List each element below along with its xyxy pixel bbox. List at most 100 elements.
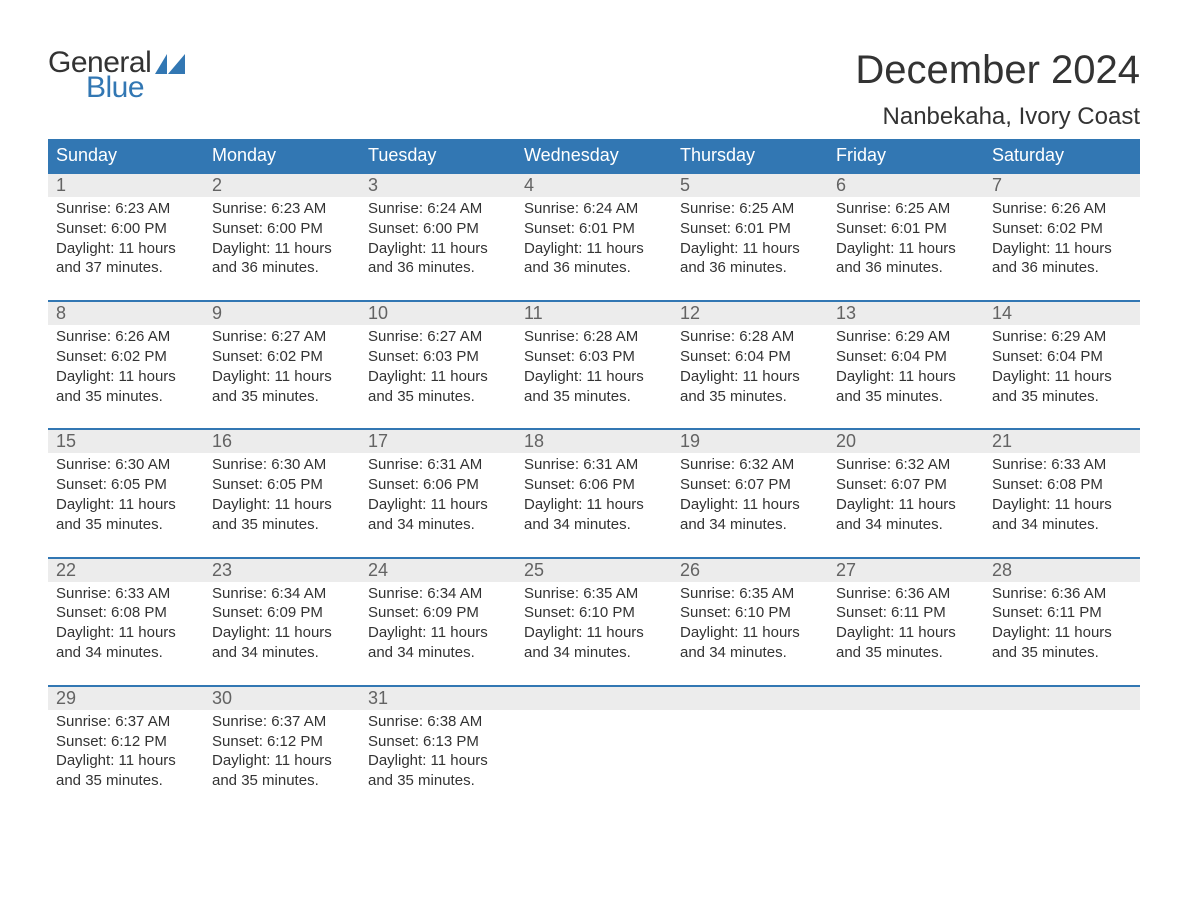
sunrise-text: Sunrise: 6:29 AM (992, 327, 1132, 347)
sunrise-text: Sunrise: 6:38 AM (368, 712, 508, 732)
sunrise-text: Sunrise: 6:35 AM (680, 584, 820, 604)
sunset-text: Sunset: 6:01 PM (836, 219, 976, 239)
daylight-line2: and 35 minutes. (368, 771, 508, 791)
daylight-line1: Daylight: 11 hours (212, 751, 352, 771)
day-cell: Sunrise: 6:27 AMSunset: 6:02 PMDaylight:… (204, 325, 360, 406)
daylight-line1: Daylight: 11 hours (680, 495, 820, 515)
sunrise-text: Sunrise: 6:25 AM (680, 199, 820, 219)
daylight-line2: and 36 minutes. (368, 258, 508, 278)
sunrise-text: Sunrise: 6:28 AM (524, 327, 664, 347)
sunset-text: Sunset: 6:13 PM (368, 732, 508, 752)
daylight-line2: and 34 minutes. (524, 643, 664, 663)
day-cell: Sunrise: 6:28 AMSunset: 6:03 PMDaylight:… (516, 325, 672, 406)
daylight-line1: Daylight: 11 hours (56, 239, 196, 259)
day-cell: Sunrise: 6:26 AMSunset: 6:02 PMDaylight:… (48, 325, 204, 406)
sunrise-text: Sunrise: 6:29 AM (836, 327, 976, 347)
day-number: 10 (360, 302, 516, 325)
day-number: 7 (984, 174, 1140, 197)
sunrise-text: Sunrise: 6:25 AM (836, 199, 976, 219)
sunset-text: Sunset: 6:02 PM (212, 347, 352, 367)
day-cell (828, 710, 984, 791)
daylight-line2: and 37 minutes. (56, 258, 196, 278)
day-number (828, 687, 984, 710)
day-cell: Sunrise: 6:31 AMSunset: 6:06 PMDaylight:… (360, 453, 516, 534)
dow-friday: Friday (828, 139, 984, 172)
day-cell (984, 710, 1140, 791)
daylight-line2: and 36 minutes. (836, 258, 976, 278)
daylight-line2: and 34 minutes. (212, 643, 352, 663)
day-number: 14 (984, 302, 1140, 325)
day-cell: Sunrise: 6:24 AMSunset: 6:01 PMDaylight:… (516, 197, 672, 278)
sunset-text: Sunset: 6:04 PM (680, 347, 820, 367)
day-number: 1 (48, 174, 204, 197)
day-cell: Sunrise: 6:34 AMSunset: 6:09 PMDaylight:… (204, 582, 360, 663)
day-number: 28 (984, 559, 1140, 582)
sunrise-text: Sunrise: 6:30 AM (56, 455, 196, 475)
daylight-line2: and 35 minutes. (56, 515, 196, 535)
logo: General Blue (48, 48, 185, 103)
day-cell: Sunrise: 6:36 AMSunset: 6:11 PMDaylight:… (984, 582, 1140, 663)
daylight-line2: and 36 minutes. (524, 258, 664, 278)
daylight-line2: and 35 minutes. (680, 387, 820, 407)
daynum-strip: 891011121314 (48, 302, 1140, 325)
logo-word-blue: Blue (86, 73, 151, 103)
day-number: 2 (204, 174, 360, 197)
day-cell: Sunrise: 6:23 AMSunset: 6:00 PMDaylight:… (48, 197, 204, 278)
sunset-text: Sunset: 6:05 PM (56, 475, 196, 495)
daylight-line2: and 35 minutes. (992, 387, 1132, 407)
daylight-line1: Daylight: 11 hours (524, 367, 664, 387)
calendar: Sunday Monday Tuesday Wednesday Thursday… (48, 139, 1140, 813)
dow-saturday: Saturday (984, 139, 1140, 172)
sunrise-text: Sunrise: 6:34 AM (212, 584, 352, 604)
day-cell: Sunrise: 6:29 AMSunset: 6:04 PMDaylight:… (984, 325, 1140, 406)
sunrise-text: Sunrise: 6:34 AM (368, 584, 508, 604)
day-number: 25 (516, 559, 672, 582)
daylight-line1: Daylight: 11 hours (992, 495, 1132, 515)
sunset-text: Sunset: 6:12 PM (56, 732, 196, 752)
sunset-text: Sunset: 6:07 PM (836, 475, 976, 495)
day-number: 9 (204, 302, 360, 325)
sunset-text: Sunset: 6:01 PM (680, 219, 820, 239)
day-number: 22 (48, 559, 204, 582)
sunset-text: Sunset: 6:09 PM (368, 603, 508, 623)
day-number: 11 (516, 302, 672, 325)
sunset-text: Sunset: 6:02 PM (56, 347, 196, 367)
day-number (672, 687, 828, 710)
day-cell: Sunrise: 6:38 AMSunset: 6:13 PMDaylight:… (360, 710, 516, 791)
day-cell: Sunrise: 6:33 AMSunset: 6:08 PMDaylight:… (984, 453, 1140, 534)
daylight-line1: Daylight: 11 hours (368, 623, 508, 643)
daylight-line1: Daylight: 11 hours (680, 623, 820, 643)
daylight-line2: and 36 minutes. (680, 258, 820, 278)
month-title: December 2024 (855, 48, 1140, 93)
day-cell (672, 710, 828, 791)
daylight-line1: Daylight: 11 hours (212, 623, 352, 643)
sunrise-text: Sunrise: 6:32 AM (680, 455, 820, 475)
day-cell: Sunrise: 6:35 AMSunset: 6:10 PMDaylight:… (516, 582, 672, 663)
sunrise-text: Sunrise: 6:27 AM (368, 327, 508, 347)
day-number: 24 (360, 559, 516, 582)
sunset-text: Sunset: 6:06 PM (524, 475, 664, 495)
dow-monday: Monday (204, 139, 360, 172)
day-number: 13 (828, 302, 984, 325)
day-cell (516, 710, 672, 791)
sunset-text: Sunset: 6:07 PM (680, 475, 820, 495)
daylight-line2: and 35 minutes. (368, 387, 508, 407)
sunset-text: Sunset: 6:00 PM (56, 219, 196, 239)
day-body-row: Sunrise: 6:30 AMSunset: 6:05 PM Daylight:… (48, 453, 1140, 556)
day-cell: Sunrise: 6:28 AMSunset: 6:04 PMDaylight:… (672, 325, 828, 406)
sunrise-text: Sunrise: 6:28 AM (680, 327, 820, 347)
week-row: 1234567Sunrise: 6:23 AMSunset: 6:00 PMDa… (48, 172, 1140, 300)
daylight-line2: and 34 minutes. (368, 643, 508, 663)
sunrise-text: Sunrise: 6:23 AM (56, 199, 196, 219)
sunrise-text: Sunrise: 6:35 AM (524, 584, 664, 604)
day-number: 12 (672, 302, 828, 325)
day-cell: Sunrise: 6:34 AMSunset: 6:09 PMDaylight:… (360, 582, 516, 663)
daylight-line1: Daylight: 11 hours (836, 623, 976, 643)
daylight-line1: Daylight: 11 hours (680, 239, 820, 259)
sunrise-text: Sunrise: 6:36 AM (992, 584, 1132, 604)
daylight-line2: and 35 minutes. (56, 771, 196, 791)
dow-tuesday: Tuesday (360, 139, 516, 172)
daylight-line2: and 34 minutes. (680, 643, 820, 663)
week-row: 22232425262728Sunrise: 6:33 AMSunset: 6:… (48, 557, 1140, 685)
daylight-line1: Daylight: 11 hours (524, 495, 664, 515)
